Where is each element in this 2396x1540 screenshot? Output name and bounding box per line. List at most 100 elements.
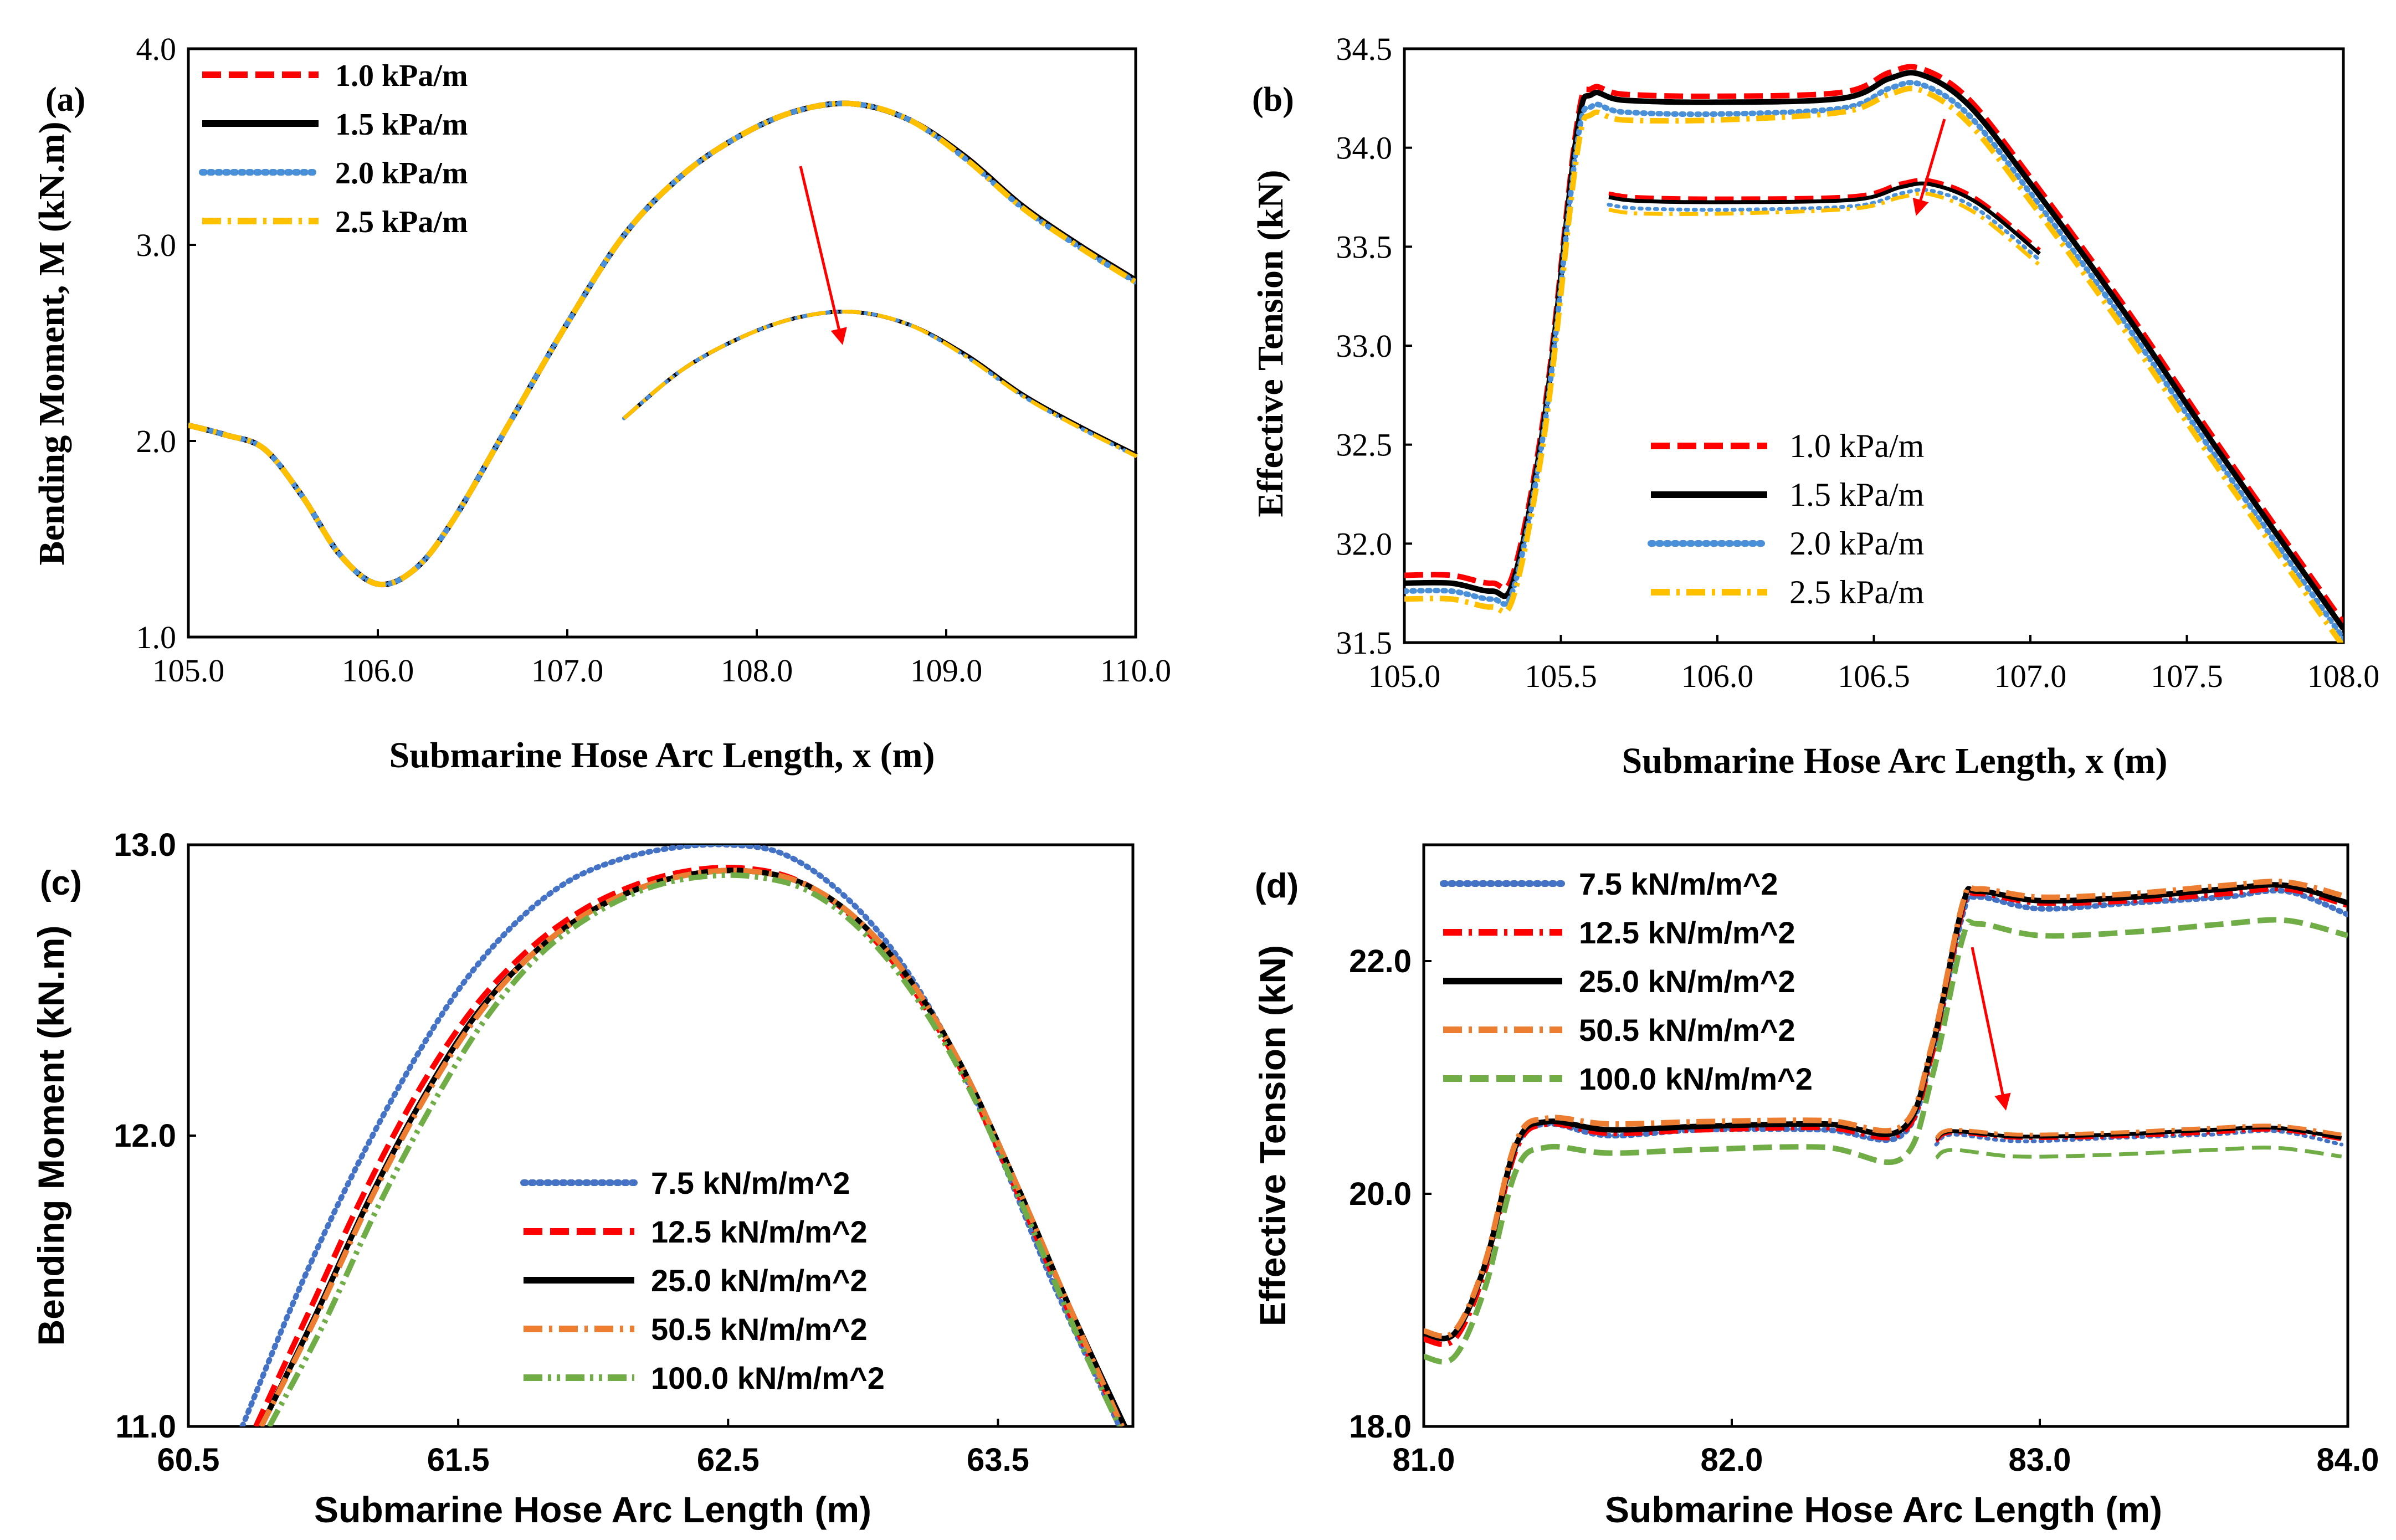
y-axis-title: Bending Moment (kN.m) xyxy=(30,926,71,1346)
legend-label: 50.5 kN/m/m^2 xyxy=(1579,1013,1795,1048)
inset-series-line-2 xyxy=(1608,181,2041,255)
y-tick-label: 33.5 xyxy=(1336,229,1393,265)
legend-label: 2.0 kPa/m xyxy=(1789,525,1924,562)
legend: 1.0 kPa/m 1.5 kPa/m 2.0 kPa/m 2.5 kPa/m xyxy=(1648,428,1924,610)
y-axis-title: Effective Tension (kN) xyxy=(1250,170,1291,517)
x-tick-label: 81.0 xyxy=(1393,1442,1455,1478)
y-tick-label: 22.0 xyxy=(1349,943,1412,979)
series-line-5 xyxy=(1424,917,2348,1365)
y-tick-label: 4.0 xyxy=(136,31,177,67)
inset-series-line-3 xyxy=(622,310,1139,459)
zoom-arrow xyxy=(1912,119,1946,216)
inset-series-line-3 xyxy=(1607,188,2042,262)
chart-panel-4: 81.0 82.0 83.0 84.0 18.0 20.0 22.0 Submarine Ho… xyxy=(1252,843,2379,1530)
x-axis-title: Submarine Hose Arc Length (m) xyxy=(1605,1489,2162,1530)
legend-label: 50.5 kN/m/m^2 xyxy=(651,1312,868,1347)
inset-series-line-4 xyxy=(1935,1123,2342,1140)
x-tick-label: 84.0 xyxy=(2317,1442,2379,1478)
x-tick-label: 108.0 xyxy=(2307,658,2380,694)
inset-series-line-4 xyxy=(1608,191,2041,267)
x-tick-label: 82.0 xyxy=(1701,1442,1763,1478)
legend: 1.0 kPa/m 1.5 kPa/m 2.0 kPa/m 2.5 kPa/m xyxy=(199,59,468,239)
y-tick-label: 20.0 xyxy=(1349,1176,1412,1212)
y-tick-label: 13.0 xyxy=(114,827,176,863)
x-tick-label: 105.5 xyxy=(1525,658,1597,694)
x-tick-label: 62.5 xyxy=(697,1442,760,1478)
x-axis-title: Submarine Hose Arc Length (m) xyxy=(314,1489,871,1530)
x-tick-label: 63.5 xyxy=(967,1442,1029,1478)
legend-label: 1.0 kPa/m xyxy=(1789,428,1924,464)
series-line-4 xyxy=(259,867,1125,1426)
panel-label: (d) xyxy=(1255,867,1299,905)
legend: 7.5 kN/m/m^2 12.5 kN/m/m^2 25.0 kN/m/m^2 50… xyxy=(520,1166,885,1395)
zoom-arrow xyxy=(1971,947,2011,1111)
series-line-5 xyxy=(266,872,1122,1426)
x-tick-label: 83.0 xyxy=(2009,1442,2071,1478)
series-line-2 xyxy=(188,100,1136,588)
x-tick-label: 106.0 xyxy=(1681,658,1754,694)
x-axis-title: Submarine Hose Arc Length, x (m) xyxy=(1622,741,2167,781)
inset-series-line-5 xyxy=(1935,1146,2342,1160)
y-tick-label: 1.0 xyxy=(136,619,177,655)
y-tick-label: 34.5 xyxy=(1336,31,1393,67)
series-line-3 xyxy=(188,100,1136,588)
series-line-1 xyxy=(188,100,1136,588)
series-line-4 xyxy=(1404,85,2343,643)
plot-frame xyxy=(1422,843,2349,1428)
series-line-1 xyxy=(1424,887,2348,1342)
x-tick-label: 60.5 xyxy=(157,1442,220,1478)
inset-series-line-4 xyxy=(623,310,1138,459)
y-axis-title: Bending Moment, M (kN.m) xyxy=(32,121,72,565)
plot-frame xyxy=(187,47,1137,639)
x-tick-label: 106.0 xyxy=(342,653,414,689)
legend-label: 2.5 kPa/m xyxy=(335,205,468,239)
legend-label: 1.5 kPa/m xyxy=(1789,476,1924,513)
x-tick-label: 61.5 xyxy=(427,1442,490,1478)
inset-series-line-3 xyxy=(1935,1125,2342,1141)
chart-panel-2: 105.0 105.5 106.0 106.5 107.0 107.5 108.0 31.5 3… xyxy=(1250,31,2379,781)
legend-label: 12.5 kN/m/m^2 xyxy=(651,1214,868,1249)
y-tick-label: 11.0 xyxy=(115,1409,176,1445)
zoom-inset xyxy=(1607,177,2042,267)
legend-label: 7.5 kN/m/m^2 xyxy=(651,1166,850,1200)
chart-panel-3: 60.5 61.5 62.5 63.5 11.0 12.0 13.0 Submarine Ho… xyxy=(30,827,1135,1530)
zoom-inset xyxy=(622,310,1139,459)
series-line-3 xyxy=(1404,80,2343,641)
zoom-arrow xyxy=(799,166,847,345)
legend-label: 1.0 kPa/m xyxy=(335,59,468,93)
inset-series-line-2 xyxy=(1935,1127,2342,1143)
x-axis-title: Submarine Hose Arc Length, x (m) xyxy=(389,735,935,776)
series-line-3 xyxy=(1424,882,2348,1342)
x-tick-label: 107.0 xyxy=(531,653,604,689)
legend-label: 2.5 kPa/m xyxy=(1789,574,1924,610)
x-tick-label: 110.0 xyxy=(1100,653,1171,689)
x-tick-label: 108.0 xyxy=(721,653,793,689)
y-tick-label: 34.0 xyxy=(1336,130,1393,166)
y-tick-label: 31.5 xyxy=(1336,625,1393,661)
inset-series-line-2 xyxy=(623,310,1138,457)
y-tick-label: 32.5 xyxy=(1336,427,1393,463)
x-tick-label: 105.0 xyxy=(1368,658,1441,694)
y-tick-label: 3.0 xyxy=(136,227,177,263)
x-tick-label: 106.5 xyxy=(1838,658,1910,694)
inset-series-line-1 xyxy=(1608,177,2041,251)
legend-label: 2.0 kPa/m xyxy=(335,156,468,191)
legend-label: 7.5 kN/m/m^2 xyxy=(1579,866,1778,901)
legend-label: 100.0 kN/m/m^2 xyxy=(651,1361,885,1395)
y-axis-title: Effective Tension (kN) xyxy=(1252,945,1293,1326)
panel-label: (b) xyxy=(1252,81,1294,119)
legend-label: 12.5 kN/m/m^2 xyxy=(1579,915,1795,950)
y-tick-label: 2.0 xyxy=(136,423,177,459)
panel-label: (a) xyxy=(45,81,85,119)
x-tick-label: 107.5 xyxy=(2151,658,2223,694)
y-tick-label: 12.0 xyxy=(114,1118,176,1154)
x-tick-label: 109.0 xyxy=(910,653,983,689)
y-tick-label: 32.0 xyxy=(1336,526,1393,562)
chart-panel-1: 105.0 106.0 107.0 108.0 109.0 110.0 1.0 2.0 3.0 4… xyxy=(32,31,1171,776)
y-tick-label: 33.0 xyxy=(1336,328,1393,364)
legend: 7.5 kN/m/m^2 12.5 kN/m/m^2 25.0 kN/m/m^2 50… xyxy=(1440,866,1813,1096)
legend-label: 100.0 kN/m/m^2 xyxy=(1579,1061,1813,1096)
zoom-inset xyxy=(1934,1123,2344,1160)
inset-series-line-1 xyxy=(623,310,1138,457)
